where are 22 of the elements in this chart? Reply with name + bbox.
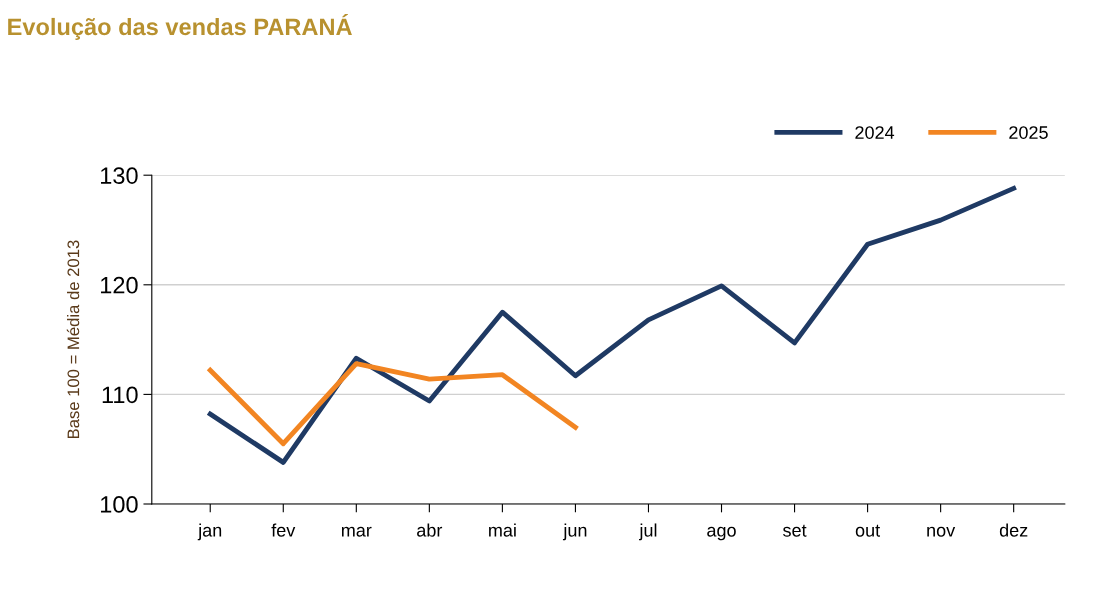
x-tick-label: out [855, 524, 881, 537]
y-tick-label: 110 [102, 386, 138, 404]
x-tick-label: ago [707, 526, 736, 541]
y-axis-title: Base 100 = Média de 2013 [66, 240, 80, 439]
x-tick-label: jan [197, 523, 222, 541]
x-tick-label: set [783, 524, 807, 537]
legend-label: 2025 [1009, 126, 1048, 139]
line-series [207, 185, 1017, 465]
x-tick-label: fev [271, 523, 296, 537]
legend-label: 2024 [855, 126, 895, 139]
x-tick-label: abr [417, 523, 443, 537]
chart-title: Evolução das vendas PARANÁ [8, 14, 352, 40]
y-tick-label: 120 [101, 276, 138, 294]
line-series [207, 361, 578, 447]
y-tick-label: 130 [101, 167, 138, 184]
x-tick-label: nov [927, 526, 956, 537]
x-tick-label: mai [489, 523, 516, 537]
x-tick-label: mar [341, 526, 372, 537]
y-tick-label: 100 [101, 496, 138, 513]
x-tick-label: dez [999, 523, 1028, 537]
x-tick-label: jul [639, 523, 657, 541]
x-tick-label: jun [562, 523, 587, 541]
